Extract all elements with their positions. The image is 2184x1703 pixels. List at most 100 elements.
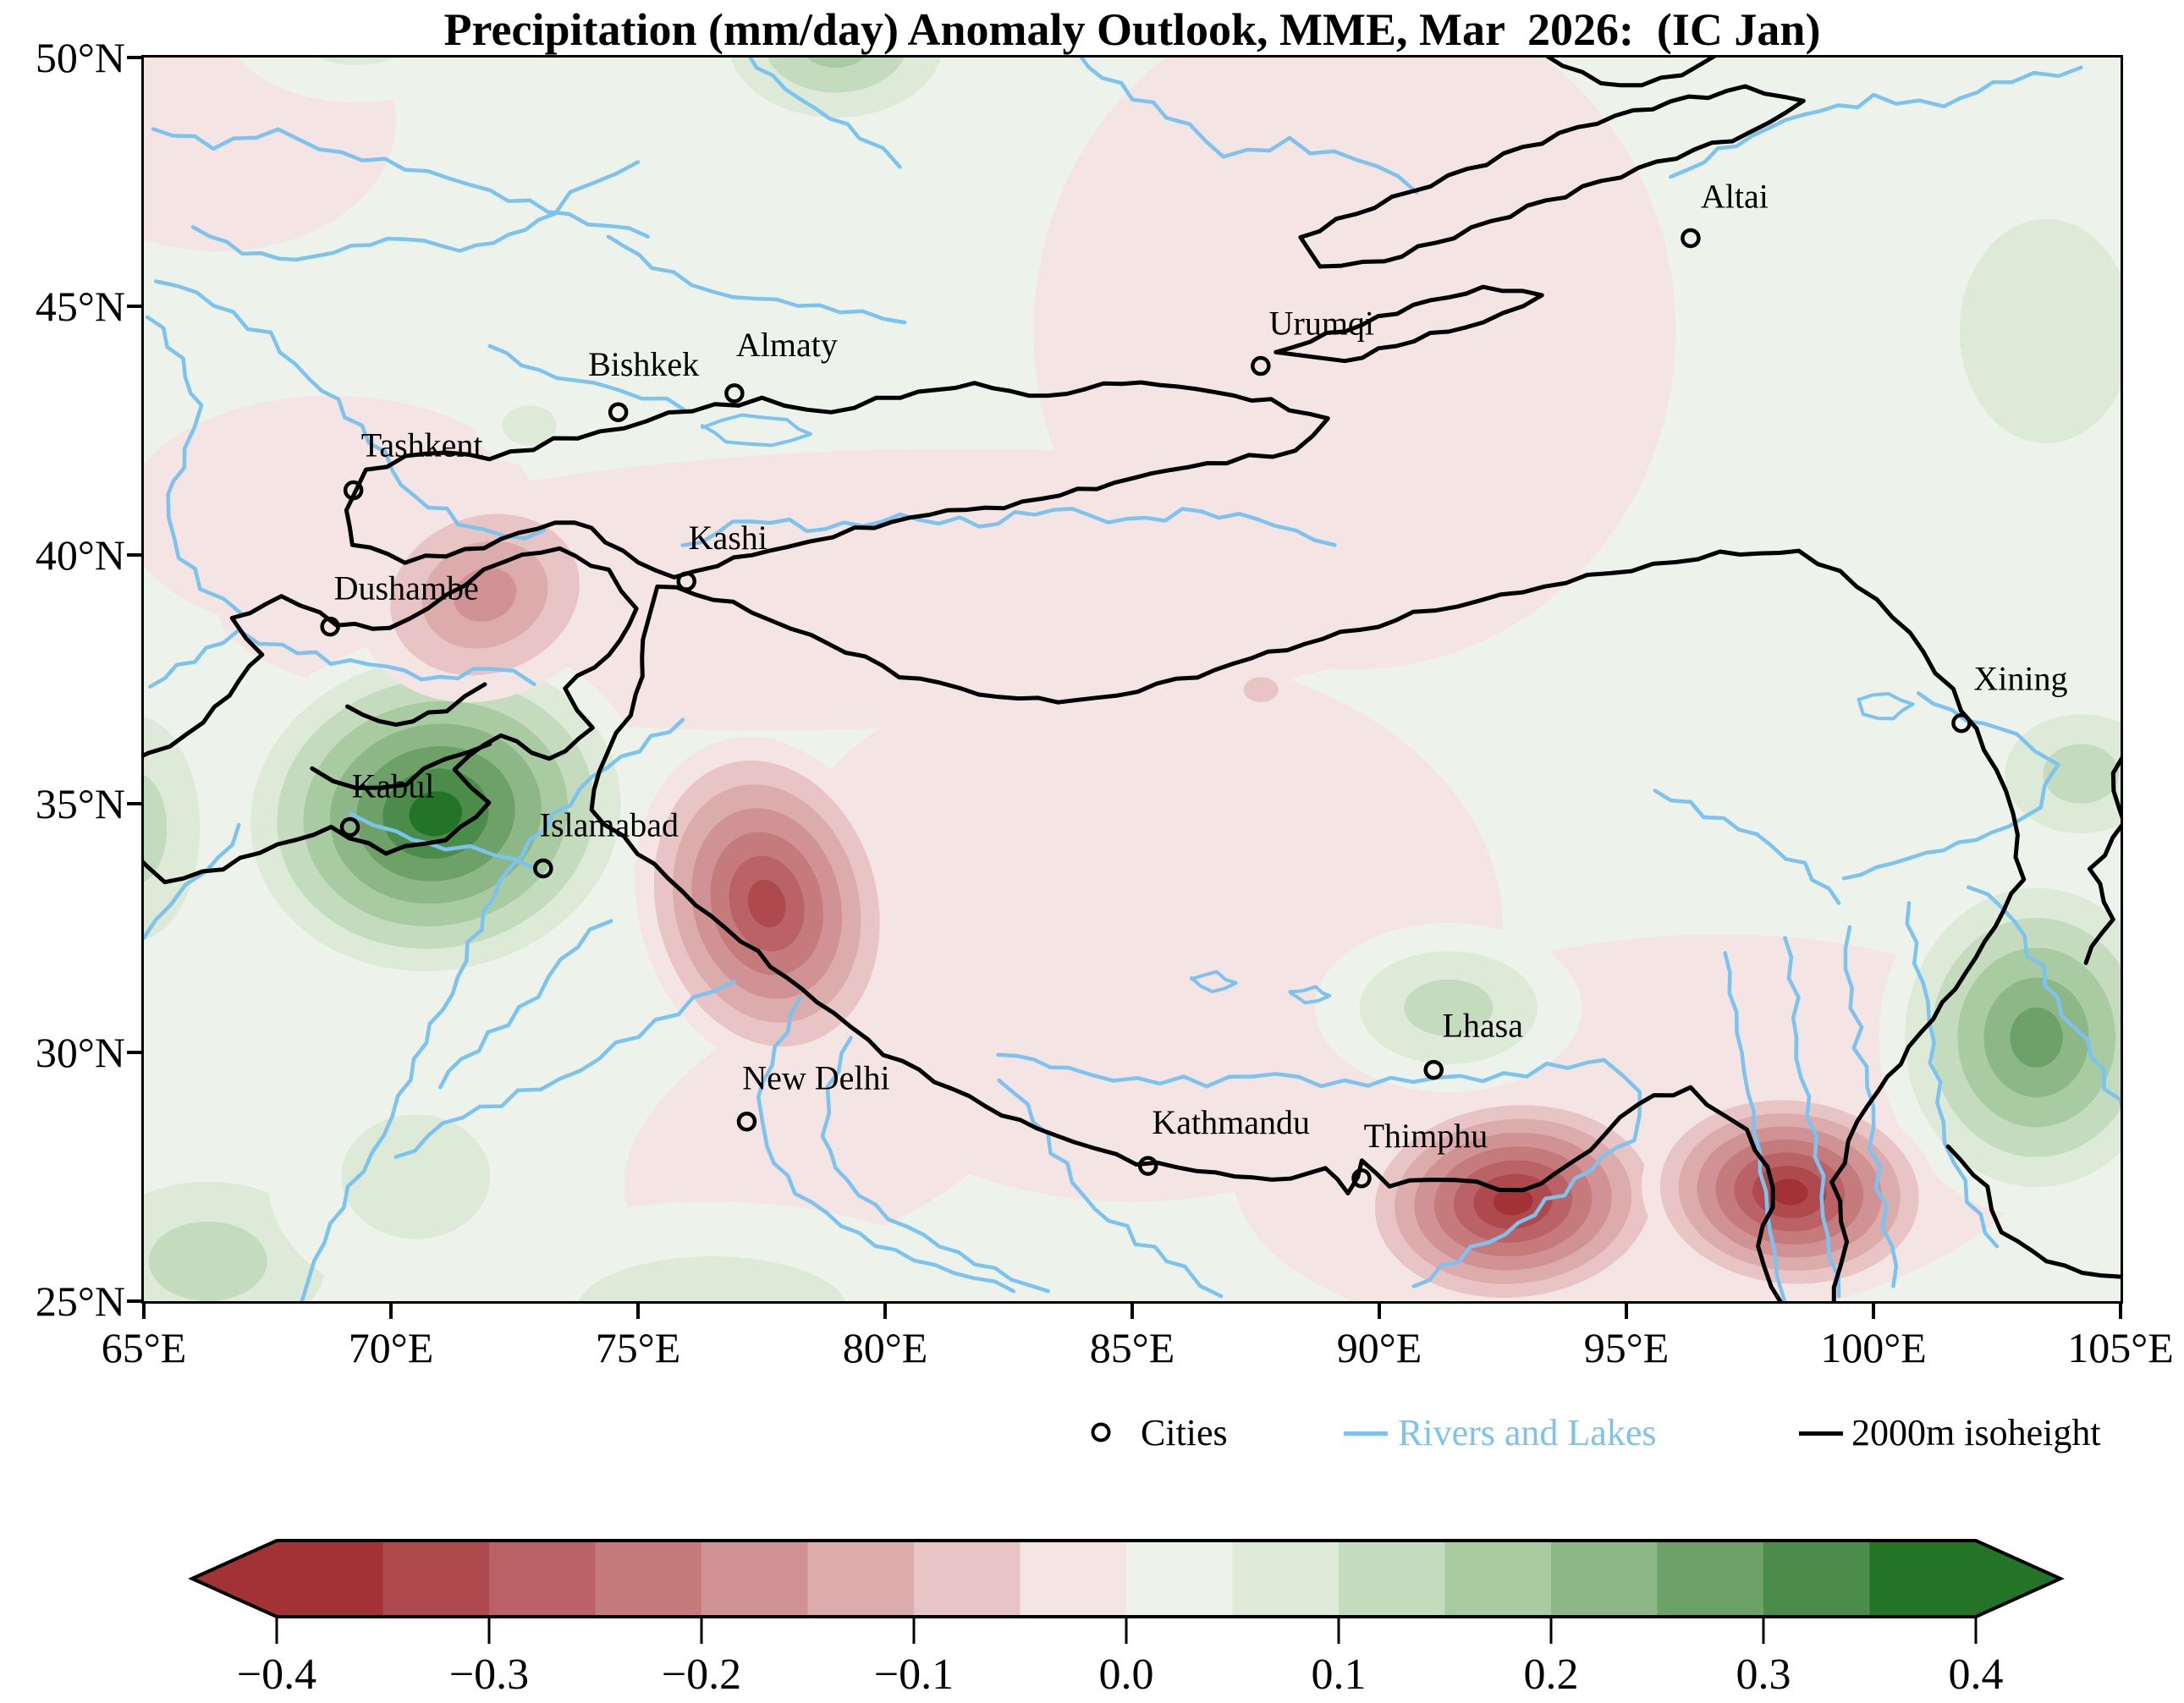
city-marker: [1423, 1059, 1444, 1080]
city-label: Almaty: [736, 326, 838, 364]
colorbar-tick-label: −0.4: [237, 1651, 316, 1699]
river-line: [190, 160, 641, 262]
river-line: [487, 343, 690, 415]
colorbar-tick-label: 0.1: [1312, 1651, 1367, 1699]
legend-rivers-label: Rivers and Lakes: [1398, 1412, 1657, 1453]
colorbar-tick-label: −0.2: [662, 1651, 741, 1699]
river-line: [1669, 65, 2083, 179]
colorbar-segment: [277, 1541, 384, 1617]
river-line: [756, 995, 1016, 1294]
city-label: Lhasa: [1442, 1007, 1523, 1045]
anomaly-field: [144, 58, 2121, 1301]
city-marker: [608, 402, 629, 422]
lake-outline: [1857, 692, 1915, 721]
y-tick-mark: [127, 305, 142, 308]
city-marker: [676, 571, 696, 591]
colorbar-tick-label: −0.3: [449, 1651, 529, 1699]
x-tick-label: 75°E: [595, 1324, 681, 1371]
city-label: New Delhi: [742, 1059, 889, 1097]
colorbar-segment: [1020, 1541, 1127, 1617]
lake-outline: [1190, 970, 1238, 994]
x-tick-label: 70°E: [348, 1324, 434, 1371]
negative-anomaly-blob: [1225, 664, 1296, 715]
colorbar-tick-label: 0.4: [1949, 1651, 2004, 1699]
colorbar-tick-label: −0.1: [874, 1651, 954, 1699]
river-line: [1905, 901, 2000, 1249]
river-line: [680, 507, 1337, 547]
river-line: [1723, 951, 1787, 1301]
x-tick-mark: [636, 1304, 640, 1319]
city-label: Kabul: [352, 767, 435, 805]
river-line-icon: [1344, 1431, 1388, 1436]
x-tick-label: 80°E: [842, 1324, 928, 1371]
city-label: Bishkek: [588, 345, 699, 383]
isoheight-contour: [589, 548, 2027, 1301]
x-tick-label: 100°E: [1820, 1324, 1927, 1371]
river-line: [349, 812, 536, 871]
colorbar-tick-label: 0.2: [1524, 1651, 1579, 1699]
colorbar-segment: [807, 1541, 915, 1617]
city-label: Altai: [1701, 177, 1769, 215]
isoheight-contour: [344, 682, 487, 728]
positive-anomaly-blob: [440, 1201, 984, 1301]
isoheight-contour: [1274, 284, 1544, 364]
y-tick-label: 50°N: [35, 34, 125, 81]
y-tick-label: 40°N: [35, 531, 125, 579]
isoheight-contour: [1545, 58, 1717, 88]
map-overlay: Altai Urumqi Almaty Bishkek Tashkent Kashi Dus…: [144, 58, 2121, 1301]
river-line: [300, 717, 685, 1301]
city-marker-icon: [1091, 1422, 1111, 1442]
isoheight-contour: [144, 546, 639, 885]
figure-title: Precipitation (mm/day) Anomaly Outlook, …: [443, 4, 1821, 55]
city-label: Urumqi: [1269, 305, 1374, 343]
city-label: Xining: [1973, 660, 2067, 698]
colorbar-segment: [1339, 1541, 1446, 1617]
river-line: [1653, 788, 1841, 905]
river-line: [145, 315, 245, 617]
colorbar-tick-label: 0.0: [1099, 1651, 1154, 1699]
positive-anomaly-blob: [1315, 923, 1582, 1093]
colorbar-segment: [489, 1541, 597, 1617]
legend-isoheight-label: 2000m isoheight: [1851, 1412, 2101, 1453]
city-label: Kashi: [689, 519, 767, 557]
river-line: [154, 279, 547, 541]
city-label: Islamabad: [540, 805, 679, 843]
city-marker: [339, 816, 360, 838]
x-tick-mark: [142, 1304, 146, 1319]
river-line: [748, 58, 902, 169]
colorbar-left-extend: [192, 1541, 277, 1617]
city-marker: [533, 858, 553, 879]
river-line: [438, 919, 613, 1090]
map-area: Altai Urumqi Almaty Bishkek Tashkent Kashi Dus…: [141, 55, 2123, 1304]
city-label: Tashkent: [361, 426, 483, 464]
isoheight-contour: [1298, 84, 1806, 269]
river-line: [996, 1052, 1642, 1288]
x-tick-mark: [1872, 1304, 1875, 1319]
x-tick-mark: [1131, 1304, 1134, 1319]
colorbar-tick-label: 0.3: [1736, 1651, 1791, 1699]
river-line: [1079, 58, 1419, 195]
x-tick-mark: [389, 1304, 393, 1319]
positive-anomaly-blob: [1873, 107, 2121, 555]
city-marker: [724, 383, 745, 404]
river-line: [1843, 925, 1899, 1288]
x-tick-label: 90°E: [1336, 1324, 1422, 1371]
isoheight-contour: [344, 380, 1330, 580]
city-marker: [1951, 712, 1972, 733]
x-tick-mark: [1378, 1304, 1381, 1319]
colorbar-segment: [1551, 1541, 1659, 1617]
city-marker: [1351, 1168, 1372, 1189]
colorbar-segment: [382, 1541, 490, 1617]
x-tick-label: 105°E: [2067, 1324, 2174, 1371]
colorbar-right-extend: [1976, 1541, 2060, 1617]
city-marker: [1251, 355, 1271, 376]
colorbar-segment: [595, 1541, 702, 1617]
y-tick-label: 45°N: [35, 283, 125, 330]
river-line: [820, 1036, 1050, 1294]
y-tick-mark: [127, 553, 142, 557]
x-tick-mark: [2119, 1304, 2122, 1319]
isoheight-line-icon: [1799, 1431, 1843, 1436]
colorbar-segment: [1869, 1541, 1977, 1617]
lake-outline: [1288, 985, 1332, 1005]
